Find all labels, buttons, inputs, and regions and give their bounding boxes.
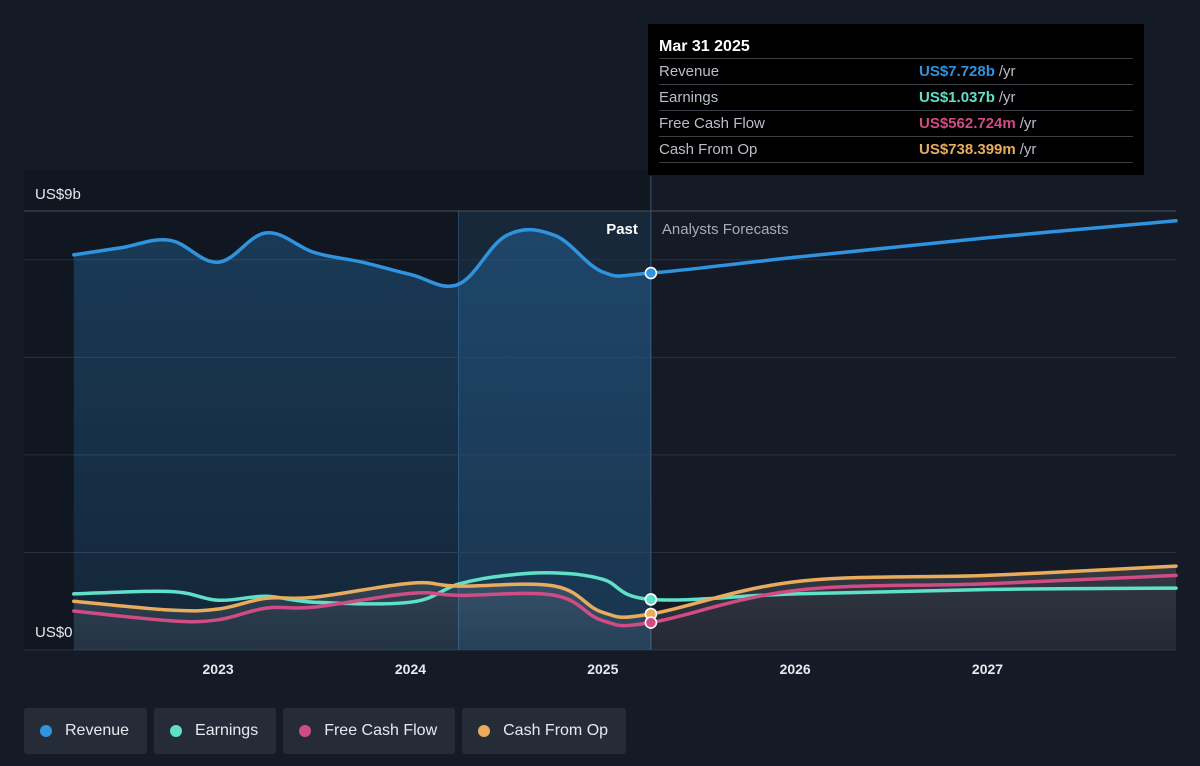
past-label: Past	[606, 221, 638, 238]
tooltip-label: Earnings	[659, 89, 719, 106]
y-axis-bottom-label: US$0	[35, 624, 73, 641]
tooltip-value: US$562.724m	[919, 115, 1016, 132]
revenue-marker	[644, 266, 658, 280]
tooltip-unit: /yr	[1019, 141, 1037, 158]
free-cash-flow-marker	[644, 616, 658, 629]
revenue-line	[72, 219, 1178, 288]
legend-cash-from-op-button[interactable]: Cash From Op	[462, 708, 627, 754]
free-cash-flow-line	[72, 573, 1178, 628]
tooltip: Mar 31 2025 Revenue US$7.728b /yr Earnin…	[648, 24, 1144, 175]
tooltip-row-revenue: Revenue US$7.728b /yr	[659, 58, 1133, 84]
legend-dot-icon	[299, 725, 312, 737]
legend-dot-icon	[170, 725, 183, 737]
earnings-marker	[644, 593, 658, 606]
revenue-area	[73, 229, 651, 650]
chart: US$9b US$0 Past Analysts Forecasts 2023 2024 2…	[24, 176, 1178, 677]
x-tick-label: 2026	[780, 661, 811, 677]
tooltip-value: US$7.728b	[919, 63, 995, 80]
tooltip-label: Revenue	[659, 63, 720, 80]
tooltip-value: US$1.037b	[919, 89, 995, 106]
legend-label: Free Cash Flow	[324, 722, 438, 739]
earnings-line	[72, 570, 1178, 606]
tooltip-unit: /yr	[998, 89, 1016, 106]
tooltip-label: Free Cash Flow	[659, 115, 765, 132]
tooltip-unit: /yr	[998, 63, 1016, 80]
x-tick-label: 2023	[203, 661, 234, 677]
x-tick-label: 2027	[972, 661, 1003, 677]
tooltip-date: Mar 31 2025	[659, 38, 750, 55]
tooltip-row-earnings: Earnings US$1.037b /yr	[659, 84, 1133, 110]
forecast-label: Analysts Forecasts	[662, 221, 789, 238]
legend-label: Cash From Op	[503, 722, 609, 739]
legend-earnings-button[interactable]: Earnings	[154, 708, 277, 754]
legend-dot-icon	[478, 725, 491, 737]
legend-revenue-button[interactable]: Revenue	[24, 708, 148, 754]
y-axis-top-label: US$9b	[35, 186, 81, 203]
tooltip-value: US$738.399m	[919, 141, 1016, 158]
cash-from-op-line	[72, 564, 1178, 620]
legend-free-cash-flow-button[interactable]: Free Cash Flow	[283, 708, 456, 754]
tooltip-unit: /yr	[1019, 115, 1037, 132]
tooltip-row-cash-from-op: Cash From Op US$738.399m /yr	[659, 136, 1133, 163]
tooltip-label: Cash From Op	[659, 141, 758, 158]
tooltip-row-free-cash-flow: Free Cash Flow US$562.724m /yr	[659, 110, 1133, 136]
legend-label: Revenue	[65, 722, 130, 739]
legend: Revenue Earnings Free Cash Flow Cash Fro…	[24, 708, 627, 754]
x-tick-label: 2024	[395, 661, 426, 677]
legend-dot-icon	[40, 725, 52, 737]
legend-label: Earnings	[195, 722, 259, 739]
x-tick-label: 2025	[587, 661, 618, 677]
